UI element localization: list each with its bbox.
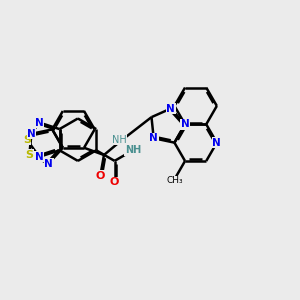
Text: N: N	[149, 133, 158, 143]
Text: NH: NH	[125, 145, 141, 155]
Text: N: N	[44, 158, 53, 169]
Text: N: N	[35, 152, 44, 162]
Text: O: O	[110, 177, 119, 187]
Text: O: O	[96, 171, 105, 181]
Text: N: N	[35, 118, 44, 128]
Text: N: N	[167, 103, 175, 113]
Text: N: N	[27, 129, 36, 139]
Text: CH₃: CH₃	[166, 176, 183, 185]
Text: S: S	[25, 150, 33, 160]
Text: S: S	[23, 135, 31, 145]
Text: N: N	[181, 119, 189, 129]
Text: N: N	[212, 138, 221, 148]
Text: NH: NH	[112, 135, 127, 145]
